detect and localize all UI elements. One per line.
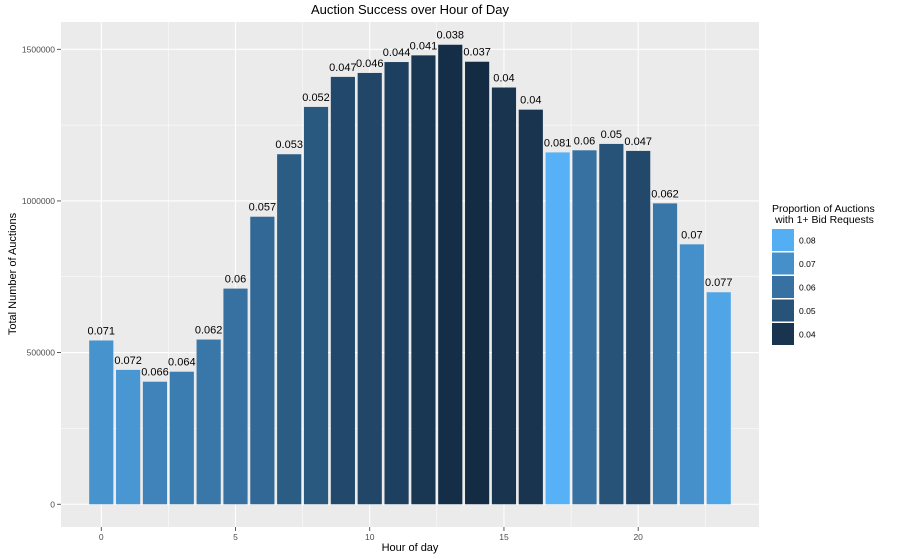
bar (572, 150, 597, 505)
bar (357, 72, 382, 505)
bar (223, 288, 248, 505)
bar (438, 44, 463, 505)
legend-label: 0.05 (799, 306, 816, 316)
x-tick-label: 0 (99, 532, 104, 542)
bar (518, 109, 543, 505)
chart-title: Auction Success over Hour of Day (311, 2, 509, 17)
bar-value-label: 0.04 (493, 73, 514, 85)
legend-key (772, 276, 794, 298)
bar-value-label: 0.07 (681, 229, 702, 241)
bar-value-label: 0.04 (520, 95, 541, 107)
bar-value-label: 0.057 (249, 202, 277, 214)
x-tick-label: 10 (365, 532, 375, 542)
bar (384, 62, 409, 505)
bar (706, 292, 731, 505)
bar-value-label: 0.052 (302, 92, 330, 104)
bar-value-label: 0.071 (88, 325, 116, 337)
bars (89, 44, 731, 505)
x-tick-label: 20 (633, 532, 643, 542)
bar-value-label: 0.062 (651, 188, 679, 200)
legend-label: 0.08 (799, 235, 816, 245)
bar (679, 244, 704, 505)
bar-value-label: 0.05 (601, 129, 622, 141)
bar-value-label: 0.06 (225, 274, 246, 286)
legend-title-line-1: Proportion of Auctions (772, 203, 875, 215)
bar (652, 203, 678, 505)
legend: Proportion of Auctions with 1+ Bid Reque… (772, 203, 875, 345)
bar-value-label: 0.06 (574, 135, 595, 147)
bar (626, 150, 651, 505)
bar-value-label: 0.038 (437, 30, 465, 42)
bar (411, 55, 436, 505)
bar (277, 154, 302, 505)
bar (196, 339, 221, 505)
legend-label: 0.04 (799, 329, 816, 339)
bar (599, 143, 624, 505)
bar (330, 76, 355, 505)
y-tick-label: 500000 (27, 348, 56, 358)
legend-key (772, 323, 794, 345)
bar-value-label: 0.046 (356, 58, 384, 70)
legend-label: 0.07 (799, 259, 816, 269)
bar-value-label: 0.064 (168, 357, 196, 369)
bar-value-label: 0.047 (329, 62, 357, 74)
bar (491, 87, 517, 505)
bar-value-label: 0.081 (544, 137, 572, 149)
y-axis: 0 500000 1000000 1500000 (22, 44, 61, 509)
bar-value-label: 0.047 (624, 136, 652, 148)
bar (116, 369, 141, 505)
legend-key (772, 252, 794, 275)
bar-value-label: 0.044 (383, 47, 411, 59)
bar (545, 152, 570, 505)
x-axis-title: Hour of day (382, 542, 439, 554)
bar-value-label: 0.066 (141, 367, 169, 379)
y-axis-title: Total Number of Auctions (7, 212, 19, 335)
bar-value-label: 0.037 (463, 47, 491, 59)
bar (303, 106, 329, 505)
y-tick-label: 1000000 (22, 196, 55, 206)
bar (250, 216, 275, 505)
bar (169, 371, 194, 505)
bar (465, 61, 490, 505)
bar (89, 340, 114, 505)
legend-title-line-2: with 1+ Bid Requests (774, 214, 874, 226)
x-tick-label: 15 (499, 532, 509, 542)
x-tick-label: 5 (233, 532, 238, 542)
bar-value-label: 0.053 (275, 139, 303, 151)
bar-value-label: 0.072 (114, 355, 142, 367)
x-axis: 0 5 10 15 20 (99, 527, 643, 542)
legend-key (772, 299, 794, 322)
bar-value-label: 0.062 (195, 325, 223, 337)
bar-value-label: 0.077 (705, 277, 733, 289)
bar-value-label: 0.041 (410, 40, 438, 52)
y-tick-label: 0 (50, 499, 55, 509)
legend-key (772, 229, 794, 251)
bar (142, 381, 168, 505)
y-tick-label: 1500000 (22, 44, 55, 54)
legend-label: 0.06 (799, 282, 816, 292)
